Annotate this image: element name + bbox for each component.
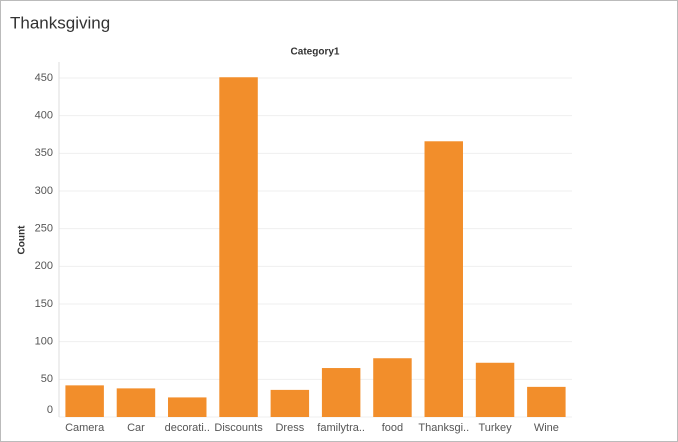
bar: [527, 386, 566, 417]
y-tick-label: 350: [35, 147, 53, 159]
x-tick-label: Discounts: [214, 422, 263, 434]
y-tick-label: 50: [41, 373, 53, 385]
x-tick-label: food: [382, 422, 403, 434]
bar: [321, 368, 361, 417]
x-tick-label: decorati..: [165, 422, 210, 434]
bar: [475, 362, 515, 417]
y-tick-label: 0: [47, 404, 53, 416]
x-tick-label: Dress: [275, 422, 304, 434]
y-axis-label: Count: [17, 225, 28, 255]
bar: [219, 77, 258, 417]
y-tick-label: 200: [35, 260, 53, 272]
bar: [168, 397, 207, 417]
x-tick-label: Camera: [65, 422, 105, 434]
y-tick-label: 400: [35, 110, 53, 122]
x-tick-label: Thanksgi..: [418, 422, 469, 434]
bar: [65, 385, 104, 417]
bar: [373, 358, 412, 417]
x-tick-label: familytra..: [317, 422, 365, 434]
y-tick-label: 300: [35, 185, 53, 197]
y-tick-label: 450: [35, 72, 53, 84]
bar: [424, 141, 463, 417]
x-tick-label: Car: [127, 422, 145, 434]
x-tick-label: Wine: [534, 422, 559, 434]
bar: [116, 388, 156, 417]
sheet-title: Thanksgiving: [10, 13, 110, 32]
bar: [270, 389, 310, 417]
column-header: Category1: [291, 47, 340, 58]
y-tick-label: 250: [35, 223, 53, 235]
x-tick-label: Turkey: [478, 422, 512, 434]
y-tick-label: 100: [35, 336, 53, 348]
y-tick-label: 150: [35, 298, 53, 310]
